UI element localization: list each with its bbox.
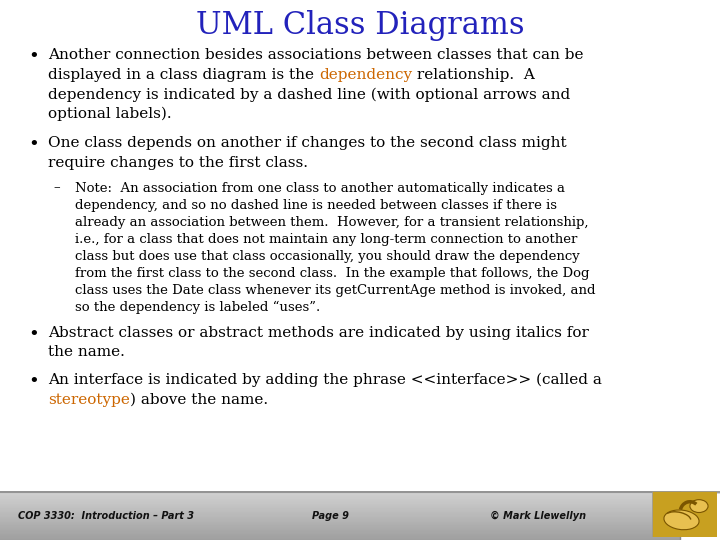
Bar: [0, 502, 680, 503]
Bar: [0, 507, 680, 509]
Bar: [0, 499, 680, 500]
Text: require changes to the first class.: require changes to the first class.: [48, 156, 308, 170]
Bar: [0, 505, 680, 506]
Bar: [0, 539, 680, 540]
Text: An interface is indicated by adding the phrase <<interface>> (called a: An interface is indicated by adding the …: [48, 373, 602, 388]
Text: •: •: [28, 326, 39, 344]
Text: class but does use that class occasionally, you should draw the dependency: class but does use that class occasional…: [75, 249, 580, 263]
Text: One class depends on another if changes to the second class might: One class depends on another if changes …: [48, 137, 567, 150]
Text: –: –: [53, 181, 60, 194]
Text: dependency, and so no dashed line is needed between classes if there is: dependency, and so no dashed line is nee…: [75, 199, 557, 212]
Bar: [0, 535, 680, 536]
Text: relationship.  A: relationship. A: [412, 68, 535, 82]
Bar: [0, 497, 680, 499]
Bar: [0, 509, 680, 510]
Circle shape: [690, 500, 708, 512]
Bar: [0, 530, 680, 531]
Bar: [0, 534, 680, 535]
Text: Note:  An association from one class to another automatically indicates a: Note: An association from one class to a…: [75, 181, 565, 194]
Text: •: •: [28, 137, 39, 154]
Text: Another connection besides associations between classes that can be: Another connection besides associations …: [48, 48, 583, 62]
Bar: [0, 517, 680, 518]
Text: •: •: [28, 373, 39, 391]
Bar: [0, 495, 680, 496]
Text: dependency is indicated by a dashed line (with optional arrows and: dependency is indicated by a dashed line…: [48, 87, 570, 102]
Bar: [0, 522, 680, 523]
Text: •: •: [28, 48, 39, 66]
Text: class uses the Date class whenever its getCurrentAge method is invoked, and: class uses the Date class whenever its g…: [75, 284, 595, 297]
Bar: [0, 532, 680, 534]
Ellipse shape: [664, 510, 699, 530]
Bar: [0, 523, 680, 524]
Bar: [0, 518, 680, 519]
Bar: [0, 526, 680, 528]
Text: from the first class to the second class.  In the example that follows, the Dog: from the first class to the second class…: [75, 267, 590, 280]
Bar: [0, 500, 680, 501]
Text: COP 3330:  Introduction – Part 3: COP 3330: Introduction – Part 3: [18, 511, 194, 521]
Text: Abstract classes or abstract methods are indicated by using italics for: Abstract classes or abstract methods are…: [48, 326, 589, 340]
Bar: [0, 503, 680, 505]
Bar: [0, 516, 680, 517]
Bar: [0, 510, 680, 511]
Text: dependency: dependency: [319, 68, 412, 82]
Bar: [0, 501, 680, 502]
Text: ) above the name.: ) above the name.: [130, 393, 268, 407]
Text: Page 9: Page 9: [312, 511, 348, 521]
Bar: [0, 494, 680, 495]
Bar: [0, 519, 680, 521]
Bar: [0, 525, 680, 526]
Text: i.e., for a class that does not maintain any long-term connection to another: i.e., for a class that does not maintain…: [75, 233, 577, 246]
Text: stereotype: stereotype: [48, 393, 130, 407]
Bar: [0, 524, 680, 525]
Bar: [0, 496, 680, 497]
Text: UML Class Diagrams: UML Class Diagrams: [196, 10, 524, 41]
Text: © Mark Llewellyn: © Mark Llewellyn: [490, 511, 586, 521]
Text: displayed in a class diagram is the: displayed in a class diagram is the: [48, 68, 319, 82]
Bar: [0, 513, 680, 515]
Text: already an association between them.  However, for a transient relationship,: already an association between them. How…: [75, 215, 588, 228]
Text: the name.: the name.: [48, 346, 125, 360]
Bar: [0, 511, 680, 512]
Bar: [0, 512, 680, 513]
Bar: [0, 529, 680, 530]
Bar: [0, 538, 680, 539]
Bar: [0, 528, 680, 529]
Bar: [0, 536, 680, 538]
Bar: [0, 531, 680, 532]
Bar: [0, 521, 680, 522]
Bar: [0, 515, 680, 516]
Bar: [0, 506, 680, 507]
Bar: [0, 491, 680, 492]
Text: optional labels).: optional labels).: [48, 107, 171, 121]
Text: so the dependency is labeled “uses”.: so the dependency is labeled “uses”.: [75, 301, 320, 314]
Bar: [0, 492, 680, 494]
